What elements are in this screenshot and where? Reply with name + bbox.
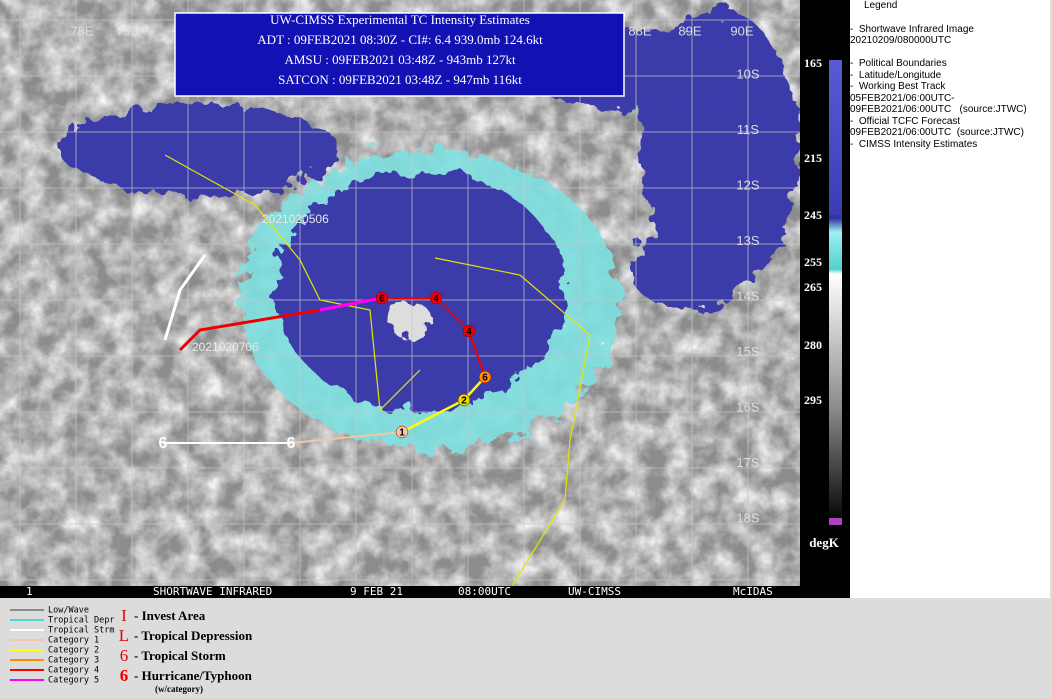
legend-symbol-label: - Tropical Storm [134, 648, 226, 663]
storm-marker [395, 425, 409, 439]
intensity-line: ADT : 09FEB2021 08:30Z - CI#: 6.4 939.0m… [257, 32, 543, 47]
legend-item: - Working Best Track [850, 81, 946, 92]
legend-item: 05FEB2021/06:00UTC- [850, 92, 955, 104]
frame-number: 1 [26, 585, 33, 598]
legend-item: 09FEB2021/06:00UTC (source:JTWC) [850, 104, 1027, 115]
legend-symbol: L [119, 626, 129, 645]
legend-item: - Political Boundaries [850, 58, 947, 69]
colorbar [829, 60, 842, 525]
storm-marker [375, 291, 389, 305]
colorbar-swatch [829, 518, 842, 525]
product: SHORTWAVE INFRARED [153, 585, 272, 598]
storm-marker [457, 393, 471, 407]
legend-symbol-label: - Hurricane/Typhoon [134, 668, 253, 683]
legend-line-label: Tropical Depr [48, 616, 115, 626]
legend-symbol-label: - Invest Area [134, 608, 206, 623]
legend-item [850, 47, 1050, 59]
lat-label: 12S [736, 177, 759, 192]
legend-line-label: Tropical Strm [48, 626, 115, 636]
legend-line-label: Low/Wave [48, 606, 89, 616]
forecast-track [434, 257, 591, 587]
legend-title: Legend [864, 0, 898, 11]
legend-symbol-label: - Tropical Depression [134, 628, 253, 643]
legend-symbol: 6 [120, 646, 129, 665]
track-date: 2021020506 [262, 212, 329, 226]
track-date: 2021020706 [192, 340, 259, 354]
colorbar-tick-label: 215 [804, 151, 822, 165]
colorbar-tick-label: 280 [804, 338, 822, 352]
legend-symbol: 6 [120, 666, 129, 685]
colorbar-tick-label: 165 [804, 56, 822, 70]
lat-label: 16S [736, 399, 759, 414]
lon-label: 78E [70, 23, 93, 38]
legend-line-label: Category 3 [48, 656, 99, 666]
legend-item: - CIMSS Intensity Estimates [850, 138, 978, 150]
legend-line-label: Category 1 [48, 636, 99, 646]
colorbar-tick-label: 255 [804, 255, 822, 269]
legend-note: (w/category) [155, 684, 203, 694]
colorbar-tick-label: 265 [804, 280, 822, 294]
track-segment [319, 296, 383, 312]
lat-label: 11S [737, 122, 759, 137]
storm-marker-label: 6 [379, 294, 385, 305]
intensity-line: AMSU : 09FEB2021 03:48Z - 943mb 127kt [284, 52, 516, 67]
time: 08:00UTC [458, 585, 511, 598]
colorbar-tick-label: 295 [804, 393, 822, 407]
storm-marker-label: 6 [482, 373, 488, 384]
forecast-track [164, 154, 421, 412]
storm-marker-label: 4 [466, 327, 472, 338]
lat-label: 14S [736, 288, 759, 303]
map-labels: 78E 79E 88E 89E 90E 10S 11S 12S 13S 14S 15S 16S 17S 1… [70, 23, 759, 525]
legend-item: - Official TCFC Forecast [850, 115, 961, 127]
legend-item: 09FEB2021/06:00UTC (source:JTWC) [850, 127, 1024, 138]
colorbar-ticks: 165 215 245 255 265 280 295 [804, 56, 822, 407]
lon-label: 79E [116, 23, 139, 38]
storm-marker-label: 1 [399, 428, 405, 439]
lon-label: 88E [628, 23, 651, 38]
source: UW-CIMSS [568, 585, 621, 598]
legend-item: - Latitude/Longitude [850, 69, 942, 81]
legend-line-label: Category 5 [48, 676, 99, 686]
satellite-map: 78E 79E 88E 89E 90E 10S 11S 12S 13S 14S 15S 16S 17S 1… [0, 0, 850, 598]
lat-label: 10S [736, 66, 759, 81]
tracks [163, 154, 591, 587]
lat-label: 18S [736, 510, 759, 525]
legend-panel: Legend - Shortwave Infrared Image 2021020… [850, 0, 1050, 598]
legend-items: - Shortwave Infrared Image 20210209/08000… [850, 24, 1050, 151]
legend-line-label: Category 2 [48, 646, 99, 656]
storm-marker [478, 370, 492, 384]
storm-marker-label: 6 [159, 435, 168, 452]
track-segment [163, 254, 207, 341]
image-footer [0, 586, 800, 598]
lon-label: 89E [678, 23, 701, 38]
storm-marker-label: 2 [461, 396, 467, 407]
track-segment [382, 297, 486, 378]
intensity-box [174, 12, 625, 97]
lat-label: 15S [736, 344, 759, 359]
legend-item: - Shortwave Infrared Image [850, 23, 974, 35]
lat-label: 13S [736, 233, 759, 248]
storm-marker-label: 6 [287, 435, 296, 452]
intensity-line: SATCON : 09FEB2021 03:48Z - 947mb 116kt [278, 72, 522, 87]
colorbar-unit: degK [809, 535, 840, 550]
storm-marker [429, 291, 443, 305]
intensity-title: UW-CIMSS Experimental TC Intensity Estim… [270, 12, 530, 27]
storm-marker [462, 324, 476, 338]
lon-label: 90E [730, 23, 753, 38]
storm-marker-label: 4 [433, 294, 439, 305]
legend-line-label: Category 4 [48, 666, 99, 676]
colorbar-panel [800, 0, 850, 598]
legend-symbol: I [121, 606, 127, 625]
lat-lon-grid [0, 0, 800, 586]
lat-label: 17S [736, 455, 759, 470]
track-segment [290, 431, 403, 444]
date: 9 FEB 21 [350, 585, 403, 598]
colorbar-tick-label: 245 [804, 208, 822, 222]
footer-texts: 1 SHORTWAVE INFRARED 9 FEB 21 08:00UTC U… [26, 585, 773, 598]
legend-item: 20210209/080000UTC [850, 35, 952, 46]
software: McIDAS [733, 585, 773, 598]
